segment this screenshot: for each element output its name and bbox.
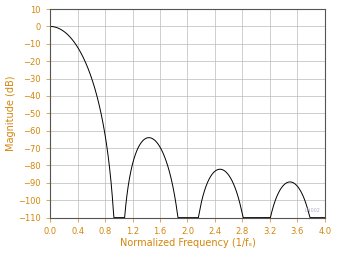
Y-axis label: Magnitude (dB): Magnitude (dB) xyxy=(5,76,16,151)
X-axis label: Normalized Frequency (1/fₛ): Normalized Frequency (1/fₛ) xyxy=(120,239,255,248)
Text: LN002: LN002 xyxy=(305,209,321,213)
